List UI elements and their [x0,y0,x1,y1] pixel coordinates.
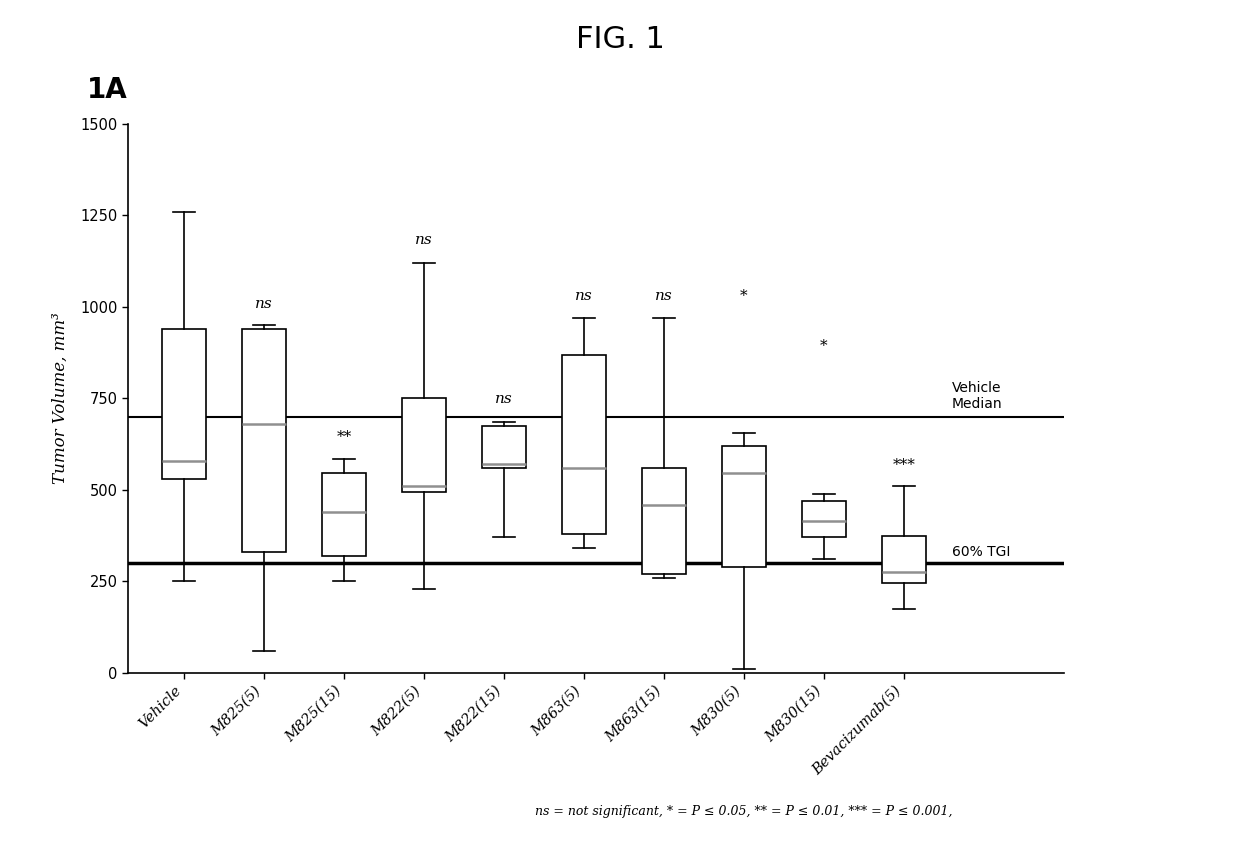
PathPatch shape [322,474,366,556]
Text: FIG. 1: FIG. 1 [575,25,665,54]
PathPatch shape [402,399,446,491]
Text: ns: ns [415,233,433,247]
Text: ns: ns [575,289,593,303]
Text: ns: ns [495,392,513,405]
PathPatch shape [882,535,926,583]
PathPatch shape [562,355,606,534]
Text: ns: ns [255,297,273,310]
Text: *: * [820,339,827,352]
Text: ns: ns [655,289,673,303]
PathPatch shape [242,329,286,552]
Text: ***: *** [893,458,915,471]
PathPatch shape [802,501,846,538]
Y-axis label: Tumor Volume, mm³: Tumor Volume, mm³ [52,313,69,485]
Text: 1A: 1A [87,76,128,104]
PathPatch shape [642,468,686,574]
Text: 60% TGI: 60% TGI [952,545,1011,559]
PathPatch shape [722,446,766,566]
PathPatch shape [482,426,526,468]
PathPatch shape [162,329,206,479]
Text: ns = not significant, * = P ≤ 0.05, ** = P ≤ 0.01, *** = P ≤ 0.001,: ns = not significant, * = P ≤ 0.05, ** =… [536,805,952,818]
Text: *: * [740,289,748,303]
Text: **: ** [336,430,352,444]
Text: Vehicle
Median: Vehicle Median [952,381,1002,411]
